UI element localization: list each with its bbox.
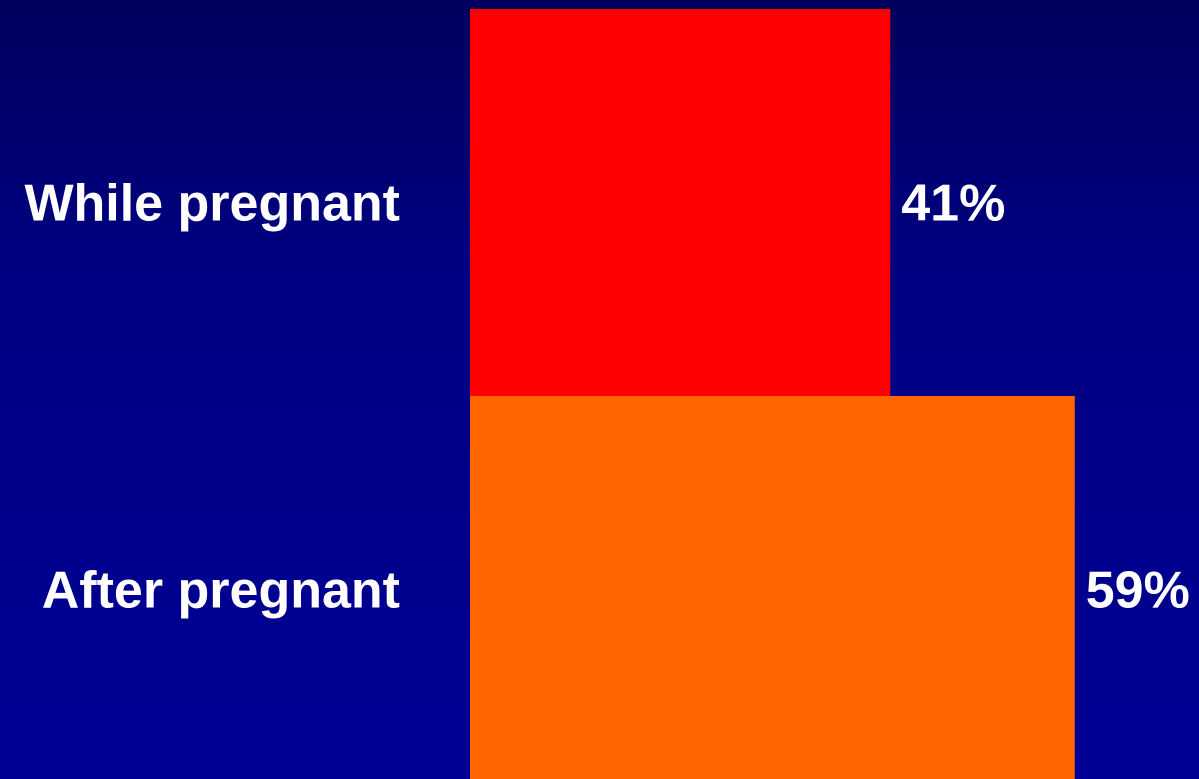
bars-layer xyxy=(470,9,1075,779)
labels-layer: While pregnant 41% After pregnant 59% xyxy=(24,175,1189,620)
bar-1 xyxy=(470,396,1075,779)
value-label-0: 41% xyxy=(901,175,1005,233)
bar-0 xyxy=(470,9,891,396)
category-label-1: After pregnant xyxy=(42,562,400,620)
value-label-1: 59% xyxy=(1086,562,1190,620)
category-label-0: While pregnant xyxy=(24,175,400,233)
